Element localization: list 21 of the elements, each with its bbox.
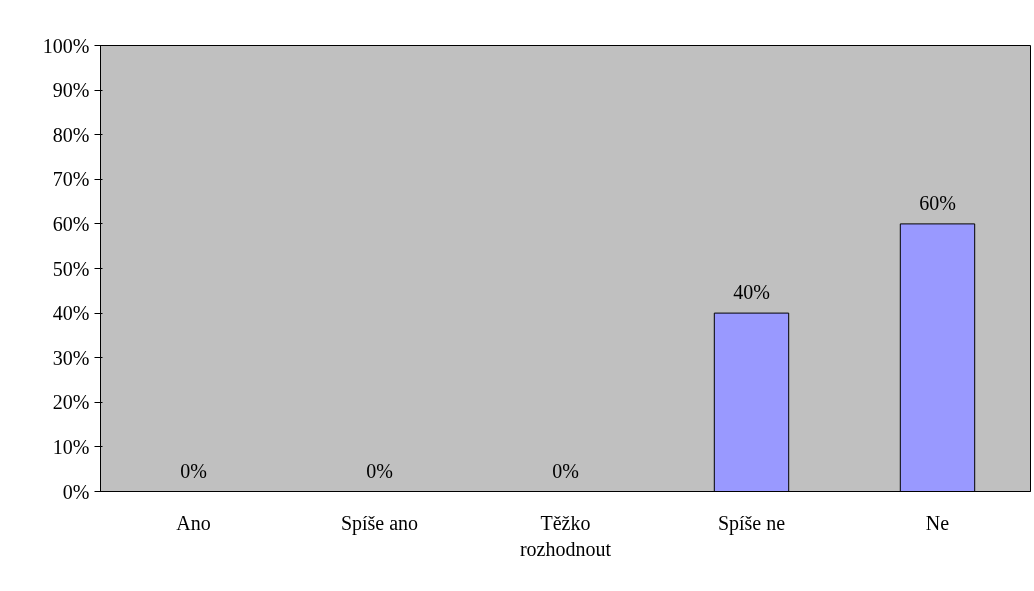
y-tick-label: 40%: [52, 302, 90, 325]
data-label: 60%: [919, 191, 956, 214]
x-tick-label: Ne: [925, 511, 950, 534]
data-label: 0%: [366, 459, 393, 482]
x-tick-label: Těžko rozhodnout: [519, 511, 612, 560]
x-tick-label: Ano: [176, 511, 211, 534]
data-label: 0%: [552, 459, 579, 482]
y-tick-label: 0%: [62, 480, 90, 503]
y-tick-label: 60%: [52, 212, 90, 235]
x-tick-label: Spíše ano: [340, 511, 419, 535]
data-label: 40%: [733, 281, 770, 304]
y-tick-label: 80%: [52, 123, 90, 146]
x-tick-label: Spíše ne: [717, 511, 786, 535]
data-label: 0%: [180, 459, 207, 482]
y-tick-label: 50%: [52, 257, 90, 280]
y-tick-label: 70%: [52, 168, 90, 191]
y-tick-label: 30%: [52, 346, 90, 369]
y-tick-label: 10%: [52, 435, 90, 458]
y-tick-label: 100%: [42, 34, 90, 57]
y-tick-label: 90%: [52, 79, 90, 102]
y-tick-label: 20%: [52, 391, 90, 414]
